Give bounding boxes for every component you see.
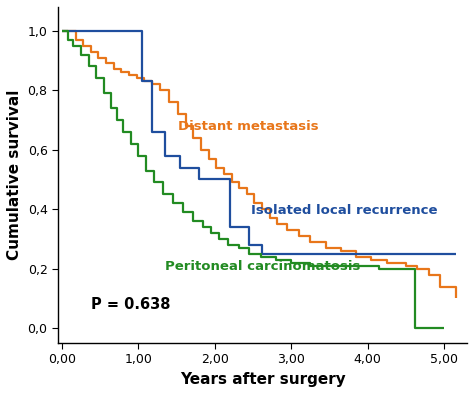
Text: Isolated local recurrence: Isolated local recurrence <box>251 204 438 217</box>
Text: P = 0.638: P = 0.638 <box>91 297 170 312</box>
X-axis label: Years after surgery: Years after surgery <box>180 372 346 387</box>
Text: Distant metastasis: Distant metastasis <box>178 121 319 134</box>
Y-axis label: Cumulative survival: Cumulative survival <box>7 90 22 260</box>
Text: Peritoneal carcinomatosis: Peritoneal carcinomatosis <box>165 260 360 273</box>
